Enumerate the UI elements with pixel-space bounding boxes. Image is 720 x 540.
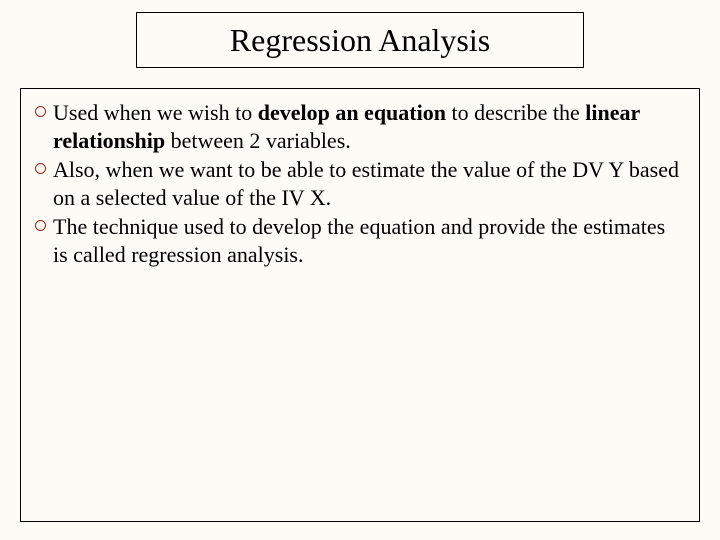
- bullet-item: Also, when we want to be able to estimat…: [35, 156, 685, 211]
- bullet-text-run: to describe the: [446, 100, 585, 125]
- slide: Regression Analysis Used when we wish to…: [0, 0, 720, 540]
- circle-bullet-icon: [35, 163, 46, 174]
- title-box: Regression Analysis: [136, 12, 584, 68]
- body-box: Used when we wish to develop an equation…: [20, 88, 700, 522]
- circle-bullet-icon: [35, 220, 46, 231]
- bullet-text-run: Used when we wish to: [53, 100, 258, 125]
- bullet-item: The technique used to develop the equati…: [35, 213, 685, 268]
- bullet-text-run: develop an equation: [258, 100, 446, 125]
- bullet-text-run: Also, when we want to be able to estimat…: [53, 157, 679, 210]
- circle-bullet-icon: [35, 106, 46, 117]
- bullet-item: Used when we wish to develop an equation…: [35, 99, 685, 154]
- bullet-text-run: between 2 variables.: [165, 128, 351, 153]
- bullet-text-run: The technique used to develop the equati…: [53, 214, 665, 267]
- slide-title: Regression Analysis: [230, 22, 490, 59]
